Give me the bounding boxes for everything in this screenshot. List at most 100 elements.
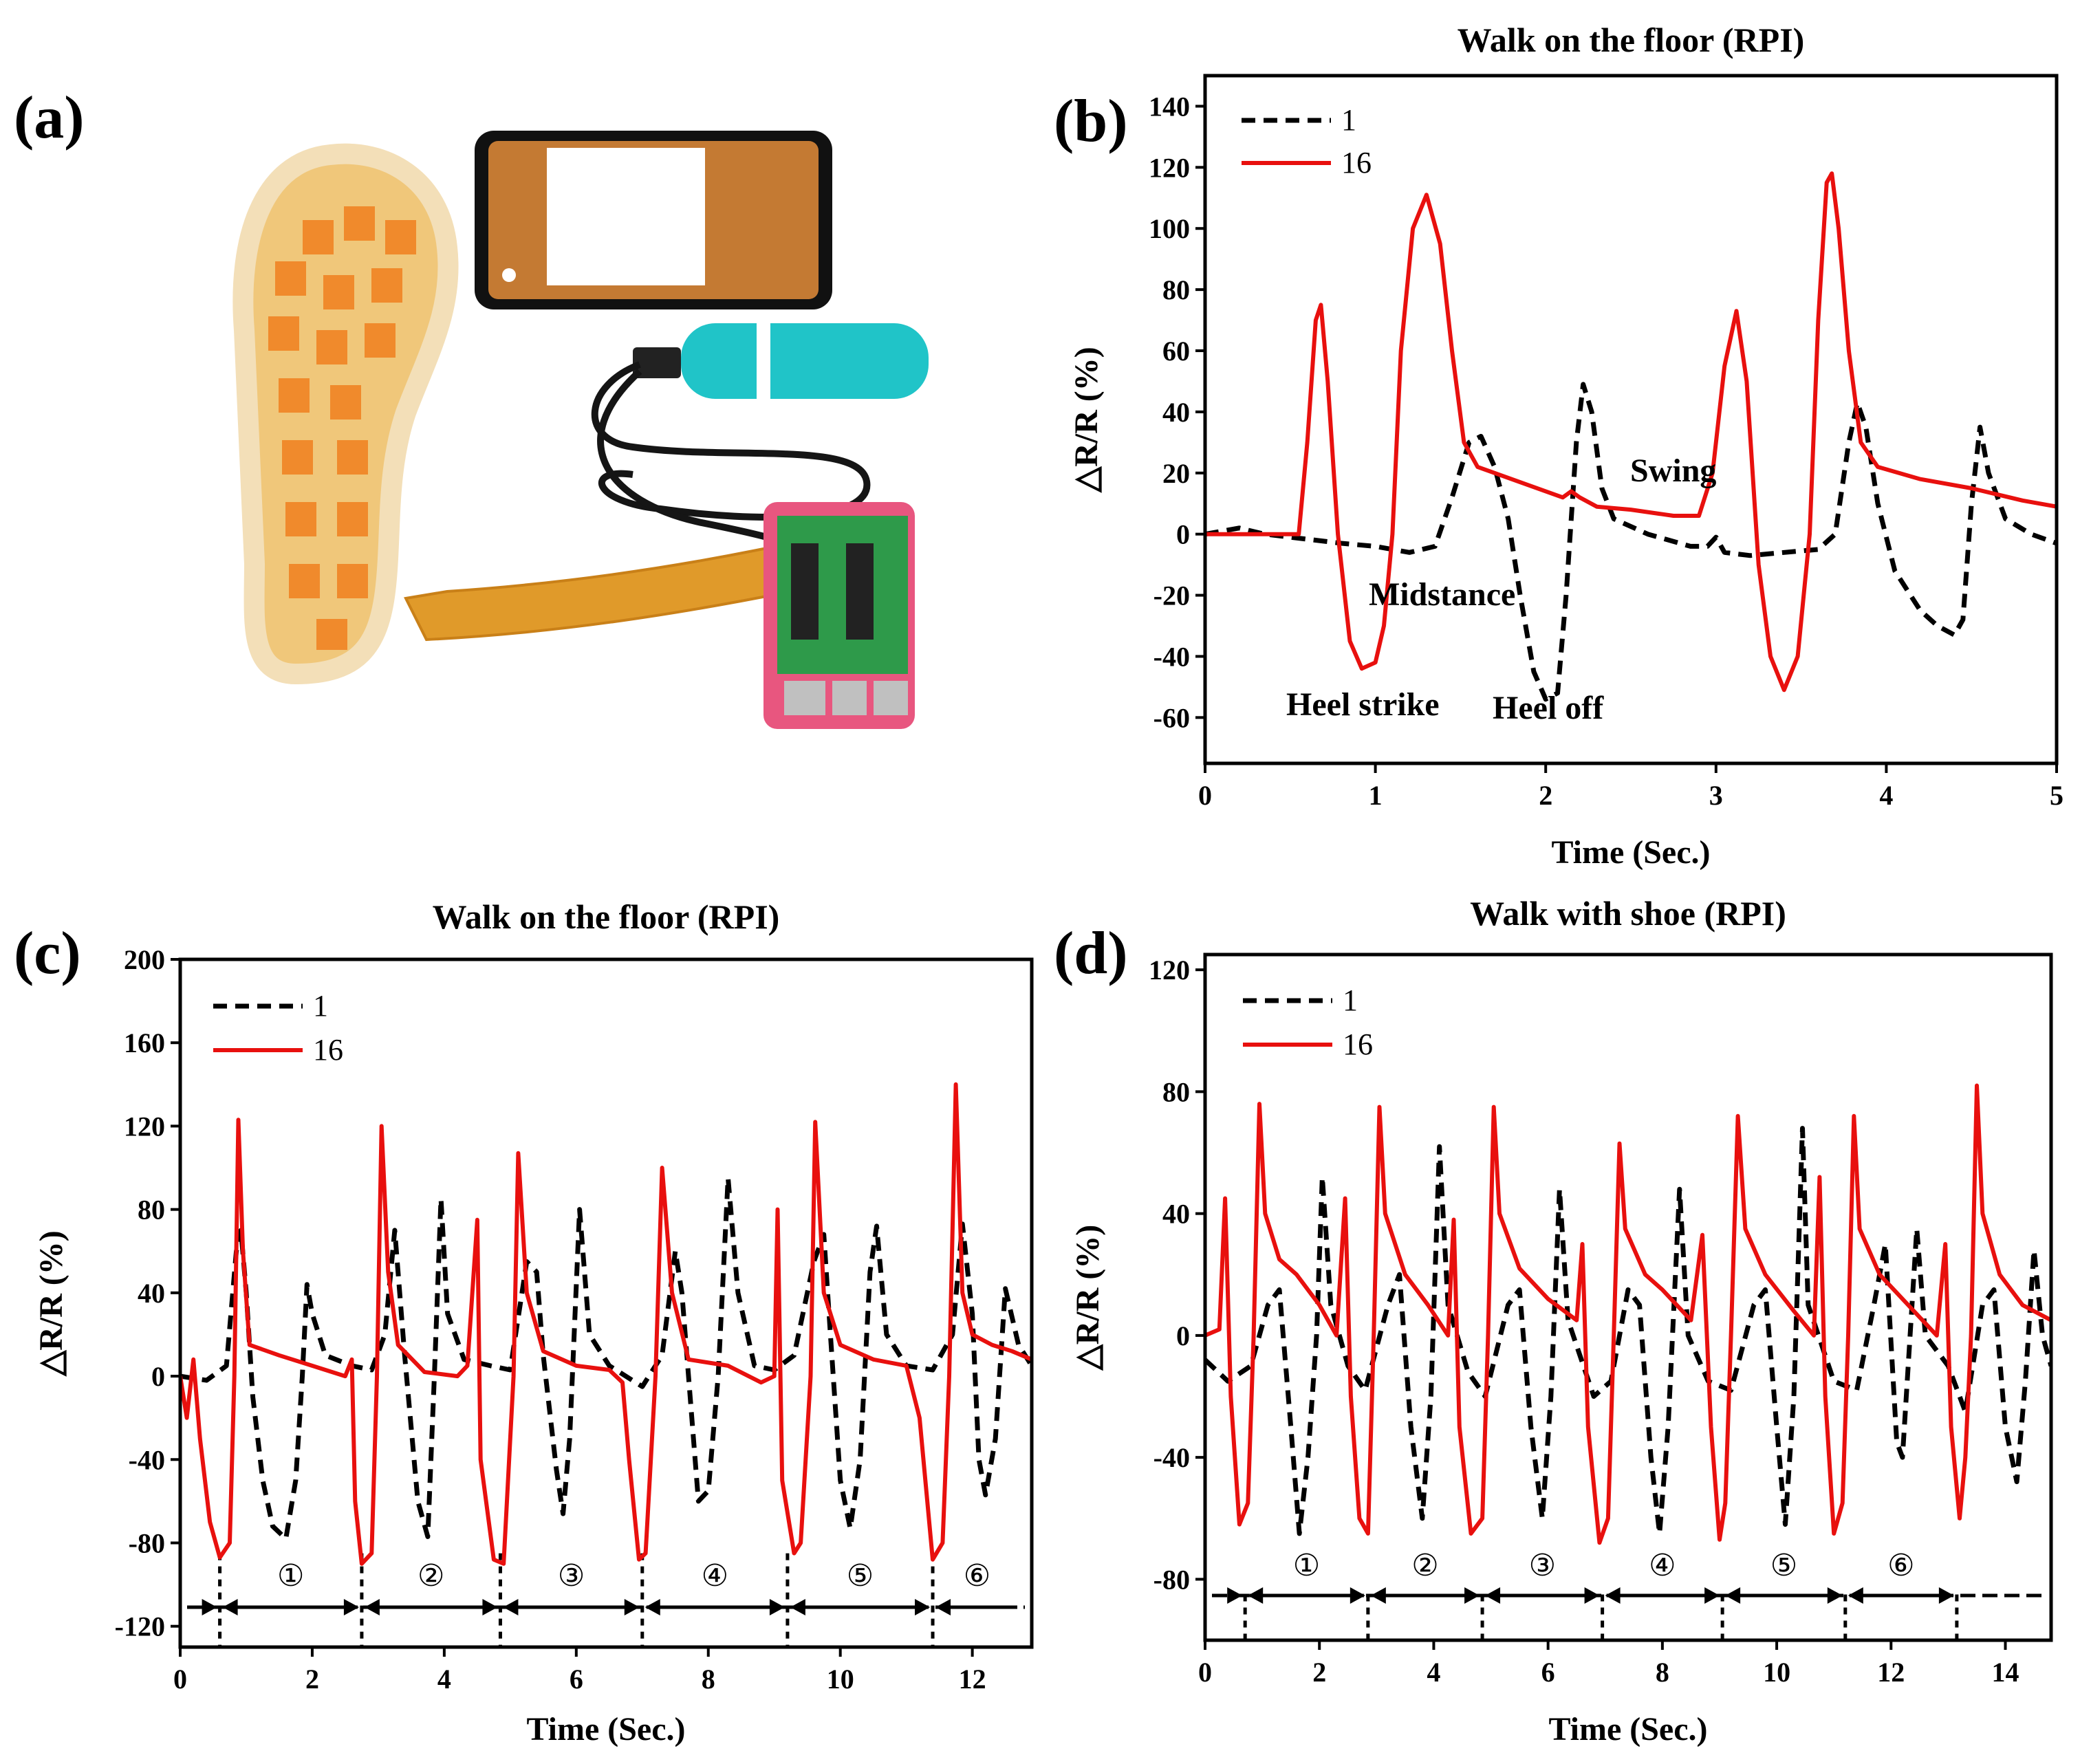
y-tick-label: 0 <box>1176 519 1190 550</box>
phase-label: ④ <box>1649 1549 1676 1582</box>
annotation-label: Midstance <box>1369 576 1515 613</box>
chart-d-panel: (d) Walk with shoe (RPI) Time (Sec.) △R/R (… <box>1040 880 2080 1764</box>
x-tick-label: 4 <box>1879 780 1893 811</box>
phase-arrowhead-right <box>1350 1587 1365 1604</box>
y-tick-label: 40 <box>138 1278 165 1309</box>
y-tick-label: 20 <box>1162 458 1190 489</box>
phase-arrowhead-left <box>1248 1587 1264 1604</box>
x-tick-label: 1 <box>1369 780 1383 811</box>
phase-label: ① <box>277 1559 304 1593</box>
x-tick-label: 4 <box>1427 1657 1440 1688</box>
phase-arrowhead-right <box>1584 1587 1600 1604</box>
series-line-16 <box>1205 171 2057 693</box>
phase-arrowhead-left <box>644 1599 660 1615</box>
phase-arrowhead-right <box>1704 1587 1720 1604</box>
phase-label-bg <box>1760 1543 1808 1587</box>
phase-arrowhead-left <box>1605 1587 1621 1604</box>
phase-arrowhead-left <box>503 1599 519 1615</box>
chart-b-panel: (b) Walk on the floor (RPI) Time (Sec.) △R/… <box>1032 0 2080 880</box>
x-tick-label: 2 <box>305 1664 319 1695</box>
legend: 116 <box>1242 103 1372 179</box>
phase-label-bg <box>1877 1543 1925 1587</box>
legend-label: 16 <box>313 1033 343 1067</box>
phase-label: ② <box>1411 1549 1438 1582</box>
y-tick-label: 80 <box>1162 274 1190 305</box>
phase-arrowhead-left <box>364 1599 380 1615</box>
phase-arrowhead-right <box>1227 1587 1243 1604</box>
phase-label: ③ <box>558 1559 585 1593</box>
chart-c-panel: (c) Walk on the floor (RPI) Time (Sec.) △R/… <box>0 880 1040 1764</box>
y-tick-label: 0 <box>1176 1320 1190 1351</box>
phase-label-bg <box>1638 1543 1686 1587</box>
y-tick-label: 80 <box>1162 1076 1190 1107</box>
x-tick-label: 0 <box>173 1664 187 1695</box>
y-tick-label: 120 <box>124 1111 165 1142</box>
x-tick-label: 6 <box>570 1664 583 1695</box>
phase-arrowhead-left <box>935 1599 951 1615</box>
x-axis-label: Time (Sec.) <box>1548 1711 1707 1747</box>
phase-arrowhead-right <box>915 1599 931 1615</box>
y-tick-label: 100 <box>1149 213 1190 244</box>
x-axis-label: Time (Sec.) <box>1551 834 1710 871</box>
chart-title: Walk with shoe (RPI) <box>1470 894 1786 933</box>
panel-label: (b) <box>1054 88 1128 155</box>
annotation-label: Heel off <box>1493 690 1604 726</box>
phase-label-bg <box>836 1553 884 1597</box>
phase-arrowhead-left <box>1725 1587 1741 1604</box>
chart-d: (d) Walk with shoe (RPI) Time (Sec.) △R/R (… <box>1054 894 2053 1747</box>
legend-label: 1 <box>1343 983 1358 1017</box>
phase-arrowhead-right <box>1464 1587 1480 1604</box>
smartphone-icon <box>475 131 832 309</box>
y-tick-label: -80 <box>129 1527 165 1558</box>
phase-label-bg <box>548 1553 595 1597</box>
x-tick-label: 3 <box>1709 780 1723 811</box>
x-tick-label: 4 <box>437 1664 451 1695</box>
x-tick-label: 10 <box>1763 1657 1790 1688</box>
x-tick-label: 2 <box>1312 1657 1326 1688</box>
y-tick-label: 40 <box>1162 1199 1190 1230</box>
y-tick-label: 160 <box>124 1027 165 1058</box>
phase-label-bg <box>267 1553 314 1597</box>
legend: 116 <box>1243 983 1373 1061</box>
phase-label-bg <box>1519 1543 1566 1587</box>
phase-label-bg <box>1401 1543 1449 1587</box>
phase-arrowhead-right <box>624 1599 640 1615</box>
x-tick-label: 0 <box>1198 1657 1212 1688</box>
x-tick-label: 12 <box>959 1664 986 1695</box>
phase-arrowhead-left <box>222 1599 238 1615</box>
phase-label: ⑥ <box>1887 1549 1914 1582</box>
legend: 116 <box>213 989 343 1067</box>
x-tick-label: 0 <box>1198 780 1212 811</box>
y-tick-label: -40 <box>1153 641 1190 672</box>
legend-label: 1 <box>313 989 328 1023</box>
phase-arrowhead-left <box>1485 1587 1501 1604</box>
phase-arrowhead-left <box>1370 1587 1386 1604</box>
phase-arrowhead-right <box>1938 1587 1954 1604</box>
legend-label: 16 <box>1343 1027 1373 1061</box>
y-tick-label: 80 <box>138 1195 165 1226</box>
phase-label: ⑤ <box>1770 1549 1797 1582</box>
phase-markers: ① ② ③ ④ ⑤ ⑥ <box>187 1553 1025 1647</box>
phase-label: ⑤ <box>847 1559 874 1593</box>
phase-label: ④ <box>702 1559 728 1593</box>
y-tick-label: -80 <box>1153 1564 1190 1595</box>
y-tick-label: 0 <box>151 1361 165 1392</box>
chart-title: Walk on the floor (RPI) <box>1458 21 1805 59</box>
y-tick-label: -20 <box>1153 580 1190 611</box>
phase-label: ⑥ <box>964 1559 990 1593</box>
plot-frame <box>1203 952 2053 1642</box>
x-tick-label: 2 <box>1539 780 1552 811</box>
y-tick-label: -40 <box>129 1444 165 1475</box>
photo-panel: (a) <box>0 0 1032 853</box>
y-tick-label: 40 <box>1162 397 1190 428</box>
legend-label: 1 <box>1341 103 1356 137</box>
y-axis-label: △R/R (%) <box>1068 347 1105 494</box>
y-tick-label: -40 <box>1153 1442 1190 1473</box>
series-line-16 <box>180 1082 1032 1566</box>
phase-markers: ① ② ③ ④ ⑤ ⑥ <box>1212 1543 2044 1640</box>
phase-label-bg <box>691 1553 739 1597</box>
y-tick-label: -120 <box>115 1611 165 1642</box>
y-axis-label: △R/R (%) <box>33 1230 69 1378</box>
x-tick-label: 8 <box>1656 1657 1669 1688</box>
y-tick-label: 120 <box>1149 152 1190 183</box>
